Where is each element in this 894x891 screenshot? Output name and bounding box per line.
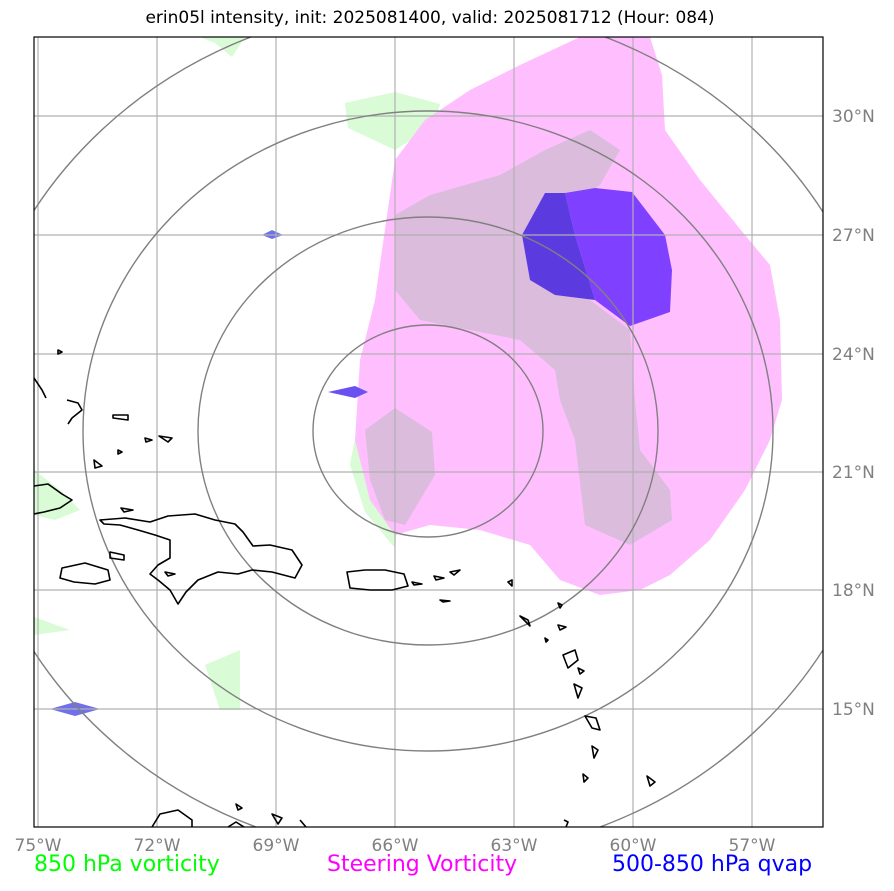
- legend-850-vorticity: 850 hPa vorticity: [34, 852, 220, 877]
- lon-tick-63w: 63°W: [491, 836, 538, 856]
- range-ring-1: [312, 324, 544, 538]
- steering-vorticity-layer: [355, 37, 782, 595]
- coastlines: [34, 349, 656, 827]
- lat-tick-30n: 30°N: [832, 107, 875, 127]
- lon-tick-66w: 66°W: [372, 836, 419, 856]
- lon-tick-72w: 72°W: [134, 836, 181, 856]
- plot-frame: [33, 36, 824, 828]
- lon-tick-labels: 75°W 72°W 69°W 66°W 63°W 60°W 57°W: [15, 836, 776, 856]
- lat-tick-labels: 30°N 27°N 24°N 21°N 18°N 15°N: [832, 107, 875, 720]
- range-ring-2: [197, 216, 659, 646]
- lon-tick-75w: 75°W: [15, 836, 62, 856]
- lon-tick-60w: 60°W: [610, 836, 657, 856]
- lon-tick-69w: 69°W: [253, 836, 300, 856]
- range-rings: [34, 37, 823, 827]
- lat-tick-15n: 15°N: [832, 700, 875, 720]
- lat-tick-21n: 21°N: [832, 463, 875, 483]
- gridlines: [34, 37, 823, 827]
- legend-steering-vorticity: Steering Vorticity: [327, 852, 518, 877]
- legend-qvap: 500-850 hPa qvap: [612, 852, 813, 877]
- lon-tick-57w: 57°W: [729, 836, 776, 856]
- lat-tick-18n: 18°N: [832, 581, 875, 601]
- map-title: erin05l intensity, init: 2025081400, val…: [145, 8, 715, 28]
- lat-tick-24n: 24°N: [832, 345, 875, 365]
- range-ring-3: [82, 110, 774, 752]
- lat-tick-27n: 27°N: [832, 226, 875, 246]
- qvap-layer: [50, 188, 672, 716]
